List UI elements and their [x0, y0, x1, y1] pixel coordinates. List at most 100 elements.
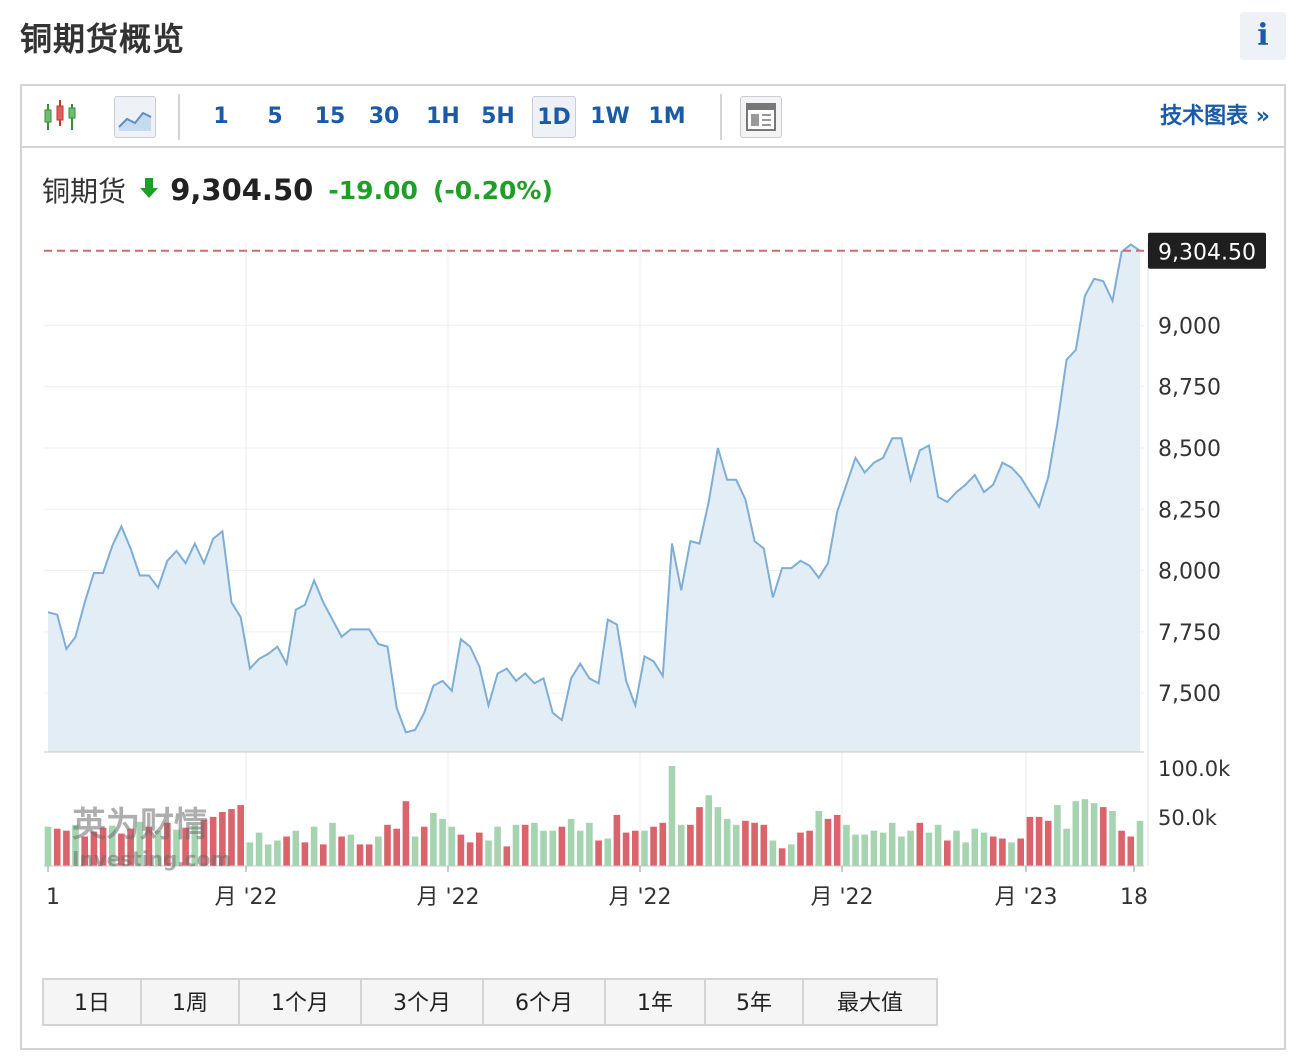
volume-tick-label: 50.0k — [1158, 806, 1218, 830]
range-button-2[interactable]: 1个月 — [238, 978, 362, 1026]
volume-bar — [44, 826, 52, 866]
volume-bar — [833, 814, 841, 866]
volume-bar — [558, 826, 566, 866]
watermark-logo: 英为财情 — [72, 805, 208, 845]
volume-bar — [420, 826, 428, 866]
price-tick-label: 8,250 — [1158, 498, 1221, 523]
volume-bar — [1090, 803, 1098, 866]
volume-bar — [476, 832, 483, 866]
volume-bar — [329, 822, 336, 866]
range-button-6[interactable]: 5年 — [704, 978, 804, 1026]
x-tick-label: 月 '22 — [214, 885, 277, 910]
volume-bar — [1026, 816, 1034, 866]
x-tick-label: 月 '22 — [810, 885, 873, 910]
volume-bar — [255, 832, 263, 866]
range-button-4[interactable]: 6个月 — [482, 978, 606, 1026]
quote-header: 铜期货 9,304.50 -19.00 (-0.20%) — [42, 170, 563, 210]
timeframe-1[interactable]: 1 — [213, 104, 229, 129]
volume-bar — [549, 830, 556, 866]
volume-bar — [338, 836, 345, 866]
volume-bar — [154, 830, 162, 866]
volume-bar — [1008, 842, 1015, 866]
volume-bar — [962, 842, 969, 866]
timeframe-1m[interactable]: 1M — [648, 104, 686, 129]
timeframe-30[interactable]: 30 — [368, 104, 400, 129]
volume-bar — [659, 822, 667, 866]
volume-bar — [879, 832, 887, 866]
volume-bar — [989, 836, 997, 866]
volume-bar — [760, 824, 768, 866]
volume-bar — [53, 828, 61, 866]
volume-bar — [797, 832, 804, 866]
timeframe-1d[interactable]: 1D — [532, 96, 576, 138]
volume-bar — [980, 832, 988, 866]
volume-tick-label: 100.0k — [1158, 757, 1231, 781]
timeframe-5h[interactable]: 5H — [481, 104, 515, 129]
volume-bar — [81, 836, 88, 866]
volume-bar — [182, 827, 189, 866]
volume-bar — [292, 830, 300, 866]
volume-bar — [457, 834, 465, 866]
range-button-7[interactable]: 最大值 — [802, 978, 938, 1026]
volume-bar — [1136, 820, 1144, 866]
chart-toolbar: 1 5 15 30 1H 5H 1D 1W 1M 技术图表 » — [22, 86, 1284, 148]
timeframe-1h[interactable]: 1H — [426, 104, 460, 129]
volume-bar — [63, 830, 70, 866]
price-tick-label: 9,000 — [1158, 314, 1221, 339]
volume-bar — [1054, 805, 1061, 866]
volume-bar — [1118, 830, 1125, 866]
price-change: -19.00 — [328, 175, 418, 205]
volume-bar — [934, 824, 942, 866]
volume-bar — [430, 813, 437, 866]
volume-bar — [191, 824, 199, 866]
volume-bar — [402, 801, 410, 866]
volume-bar — [907, 830, 914, 866]
price-tick-label: 8,750 — [1158, 376, 1221, 401]
volume-bar — [1035, 816, 1043, 866]
last-price-tag — [1148, 232, 1266, 269]
volume-bar — [622, 832, 630, 866]
volume-bar — [347, 834, 355, 866]
volume-bar — [723, 818, 731, 866]
timeframe-15[interactable]: 15 — [314, 104, 346, 129]
price-tick-label: 8,500 — [1158, 437, 1221, 462]
range-button-0[interactable]: 1日 — [42, 978, 142, 1026]
volume-bar — [788, 844, 795, 866]
timeframe-1w[interactable]: 1W — [590, 104, 630, 129]
volume-bar — [310, 826, 318, 866]
volume-bar — [576, 830, 584, 866]
volume-bar — [586, 822, 593, 866]
layout-icon[interactable] — [740, 96, 782, 138]
range-button-1[interactable]: 1周 — [140, 978, 240, 1026]
volume-bar — [320, 844, 327, 866]
tech-chart-link[interactable]: 技术图表 » — [1160, 104, 1270, 129]
volume-bar — [356, 844, 364, 866]
price-area — [48, 244, 1140, 752]
volume-bar — [1063, 828, 1070, 866]
volume-bar — [246, 842, 254, 866]
volume-bar — [595, 840, 602, 866]
chart-panel: 1 5 15 30 1H 5H 1D 1W 1M 技术图表 » 铜期货 9,304.50 -19… — [20, 84, 1286, 1050]
timeframe-5[interactable]: 5 — [267, 104, 283, 129]
volume-bar — [164, 822, 171, 866]
info-button[interactable]: i — [1240, 12, 1286, 60]
volume-bar — [1109, 811, 1116, 866]
volume-bar — [999, 838, 1006, 866]
volume-bar — [494, 826, 501, 866]
volume-bar — [375, 836, 382, 866]
candlestick-icon[interactable] — [40, 96, 82, 138]
volume-bar — [888, 822, 896, 866]
volume-bar — [393, 828, 400, 866]
area-chart-icon[interactable] — [114, 96, 156, 138]
volume-bar — [264, 844, 272, 866]
volume-bar — [237, 805, 244, 866]
x-tick-label: 月 '22 — [608, 885, 671, 910]
volume-bar — [806, 830, 813, 866]
range-button-3[interactable]: 3个月 — [360, 978, 484, 1026]
volume-bar — [650, 826, 657, 866]
price-line — [47, 243, 1141, 734]
range-button-5[interactable]: 1年 — [604, 978, 706, 1026]
x-tick-label: 1 — [46, 885, 60, 910]
price-tick-label: 7,750 — [1158, 621, 1221, 646]
